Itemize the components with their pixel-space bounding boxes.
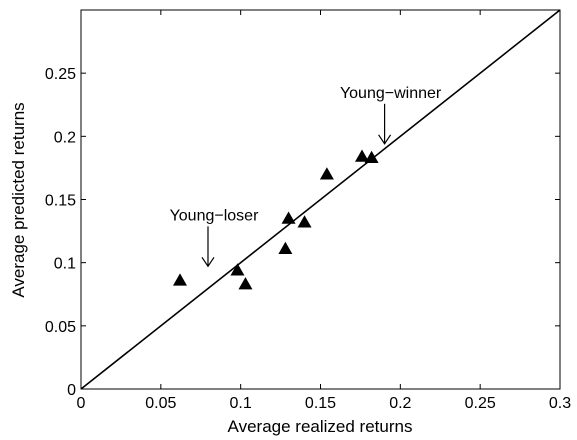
annotations: Young−loser Young−winner xyxy=(170,85,442,268)
data-point-triangle xyxy=(230,263,245,276)
data-point-triangle xyxy=(355,149,370,162)
x-tick-label: 0.05 xyxy=(145,395,176,412)
annotation-label: Young−loser xyxy=(170,207,259,224)
data-point-triangle xyxy=(238,277,253,290)
axis-ticks xyxy=(80,10,561,390)
y-tick-label: 0 xyxy=(67,382,76,399)
x-tick-label: 0.15 xyxy=(305,395,336,412)
x-axis-label: Average realized returns xyxy=(228,417,413,436)
x-tick-label: 0.1 xyxy=(230,395,252,412)
data-point-triangle xyxy=(172,273,187,286)
y-tick-label: 0.1 xyxy=(54,256,76,273)
y-tick-label: 0.2 xyxy=(54,129,76,146)
x-tick-label: 0.2 xyxy=(389,395,411,412)
x-tick-label: 0.25 xyxy=(465,395,496,412)
annotation-arrow-head xyxy=(201,257,215,268)
data-point-triangle xyxy=(319,167,334,180)
annotation-label: Young−winner xyxy=(340,85,442,102)
reference-line-y-equals-x xyxy=(80,9,561,390)
annotation-arrow-head xyxy=(378,134,392,145)
data-point-triangle xyxy=(364,150,379,164)
data-point-triangle xyxy=(281,211,296,224)
y-axis-label: Average predicted returns xyxy=(9,102,28,297)
y-tick-label: 0.15 xyxy=(45,193,76,210)
x-tick-labels: 0 0.05 0.1 0.15 0.2 0.25 0.3 xyxy=(77,395,572,412)
y-tick-label: 0.25 xyxy=(45,66,76,83)
x-tick-label: 0.3 xyxy=(549,395,571,412)
data-point-triangle xyxy=(278,241,293,255)
y-tick-label: 0.05 xyxy=(45,319,76,336)
annotation: Young−loser xyxy=(170,207,259,268)
x-tick-label: 0 xyxy=(77,395,86,412)
annotation: Young−winner xyxy=(340,85,442,145)
data-points xyxy=(172,149,379,290)
data-point-triangle xyxy=(297,215,312,228)
y-tick-labels: 0 0.05 0.1 0.15 0.2 0.25 xyxy=(45,66,76,399)
